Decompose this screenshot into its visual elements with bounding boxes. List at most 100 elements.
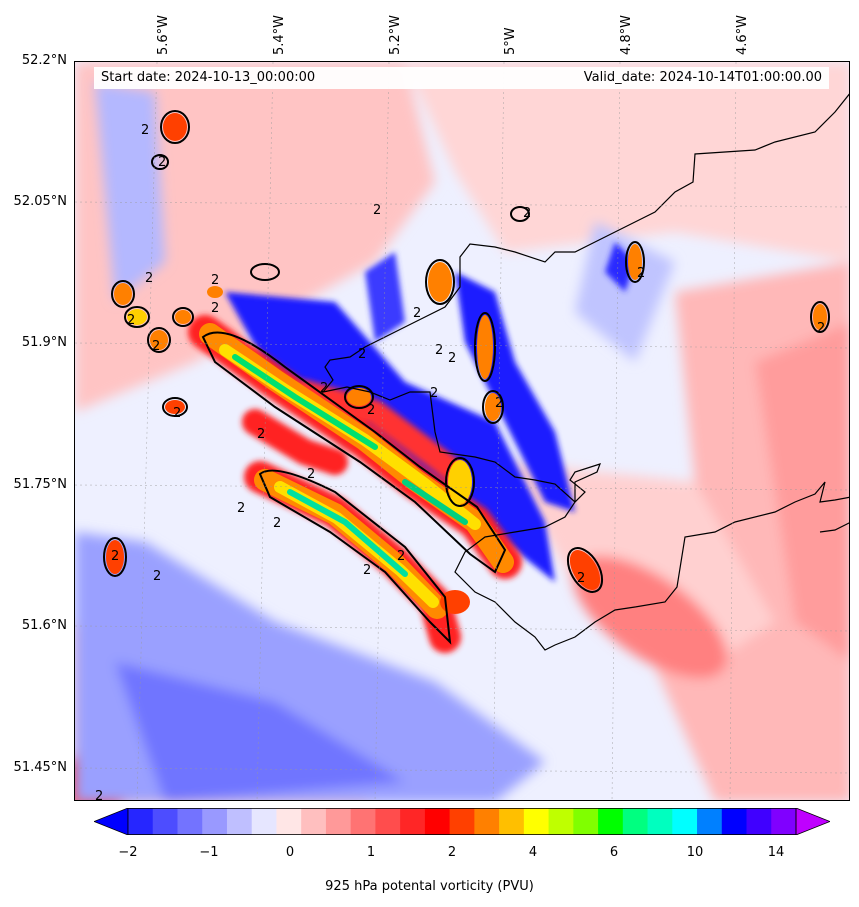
contour-blob-15 <box>250 263 280 281</box>
contour-label: 2 <box>367 403 375 418</box>
contour-label: 2 <box>211 301 219 316</box>
contour-labels: 2 2 2 2 2 2 2 2 2 2 2 2 2 2 2 2 2 2 2 2 … <box>95 123 825 801</box>
colorbar-segment <box>325 808 352 835</box>
colorbar-tick: 14 <box>767 845 785 860</box>
blob-12 <box>127 309 147 325</box>
contour-blob-13 <box>147 327 171 353</box>
contour-filament-2 <box>258 469 452 645</box>
contour-blob-8 <box>103 537 127 577</box>
colorbar-frame <box>127 808 797 835</box>
contour-label: 2 <box>95 789 103 801</box>
colorbar-tick: −1 <box>199 845 219 860</box>
colorbar <box>94 808 830 835</box>
contour-label: 2 <box>577 571 585 586</box>
contour-blob-4 <box>482 390 504 424</box>
contour-blob-5 <box>625 241 645 283</box>
contour-label: 2 <box>523 206 531 221</box>
blob-7 <box>163 113 187 141</box>
graticule <box>75 62 849 800</box>
lat-label-51-75: 51.75°N <box>13 477 67 492</box>
contour-label: 2 <box>158 155 166 170</box>
colorbar-segment <box>499 808 525 835</box>
filament-green-1 <box>232 354 378 450</box>
colorbar-tick: 10 <box>686 845 704 860</box>
contour-blob-18 <box>510 206 530 222</box>
contour-blob-12 <box>124 306 150 328</box>
coastline <box>321 93 849 651</box>
contour-blob-7 <box>160 110 190 144</box>
lon-label-4-8w: 4.8°W <box>619 14 634 55</box>
coastline-main <box>321 93 849 651</box>
blob-5 <box>628 244 642 280</box>
lat-label-51-45: 51.45°N <box>13 760 67 775</box>
contour-blob-6 <box>810 301 830 333</box>
colorbar-segment <box>276 808 302 835</box>
blob-13 <box>150 330 168 350</box>
blob-17 <box>440 590 470 614</box>
contour-label: 2 <box>397 549 405 564</box>
blob-8 <box>106 540 124 574</box>
colorbar-segment <box>301 808 327 835</box>
colorbar-segment <box>771 808 797 835</box>
blob-3 <box>448 460 472 504</box>
lon-label-5-4w: 5.4°W <box>272 14 287 55</box>
contour-label: 2 <box>363 563 371 578</box>
lat-label-51-6: 51.6°N <box>21 618 67 633</box>
colorbar-tick: −2 <box>118 845 138 860</box>
contour-blob-11 <box>111 280 135 308</box>
filament-green-2 <box>287 489 408 577</box>
contour-label: 2 <box>237 501 245 516</box>
contour-label: 2 <box>211 273 219 288</box>
contour-label: 2 <box>448 351 456 366</box>
lat-label-52-2: 52.2°N <box>21 53 67 68</box>
contour-label: 2 <box>257 427 265 442</box>
colorbar-segment <box>598 808 624 835</box>
contour-blob-3 <box>445 457 475 507</box>
colorbar-label: 925 hPa potental vorticity (PVU) <box>325 879 534 894</box>
colorbar-tick: 2 <box>447 845 457 860</box>
lat-label-52-05: 52.05°N <box>13 194 67 209</box>
contour-label: 2 <box>637 266 645 281</box>
contour-blob-9 <box>566 547 604 593</box>
date-header: Start date: 2024-10-13_00:00:00 Valid_da… <box>94 67 829 89</box>
colorbar-segment <box>573 808 599 835</box>
colorbar-tick: 1 <box>366 845 376 860</box>
contour-label: 2 <box>152 339 160 354</box>
colorbar-segment <box>400 808 426 835</box>
colorbar-tick: 4 <box>528 845 538 860</box>
pv-filaments <box>106 113 827 653</box>
valid-date-label: Valid_date: 2024-10-14T01:00:00.00 <box>583 70 822 85</box>
contour-label: 2 <box>127 313 135 328</box>
colorbar-segment <box>622 808 649 835</box>
colorbar-segment <box>226 808 253 835</box>
contour-label: 2 <box>430 386 438 401</box>
colorbar-tick: 0 <box>285 845 295 860</box>
contour-filament-1 <box>201 331 507 574</box>
blob-16 <box>165 400 185 414</box>
contour-label: 2 <box>173 406 181 421</box>
lon-label-5-6w: 5.6°W <box>156 14 171 55</box>
blob-2 <box>477 315 493 379</box>
colorbar-segment <box>350 808 376 835</box>
colorbar-segment <box>647 808 673 835</box>
colorbar-segment <box>548 808 574 835</box>
colorbar-tick: 6 <box>609 845 619 860</box>
lon-label-5-2w: 5.2°W <box>388 14 403 55</box>
colorbar-segment <box>746 808 772 835</box>
contour-label: 2 <box>141 123 149 138</box>
colorbar-segment <box>177 808 203 835</box>
start-date-label: Start date: 2024-10-13_00:00:00 <box>101 70 316 85</box>
colorbar-segment <box>474 808 500 835</box>
contour-label: 2 <box>273 516 281 531</box>
colorbar-segment <box>152 808 178 835</box>
pv-field-svg: 2 2 2 2 2 2 2 2 2 2 2 2 2 2 2 2 2 2 2 2 … <box>75 62 849 801</box>
colorbar-segment <box>721 808 748 835</box>
contour-blob-17 <box>151 154 169 170</box>
colorbar-segment <box>251 808 277 835</box>
blob-15 <box>207 286 223 298</box>
colorbar-segment <box>697 808 723 835</box>
blob-1 <box>428 262 452 302</box>
colorbar-extend-max <box>795 808 830 835</box>
contour-label: 2 <box>111 549 119 564</box>
colorbar-segment <box>202 808 228 835</box>
